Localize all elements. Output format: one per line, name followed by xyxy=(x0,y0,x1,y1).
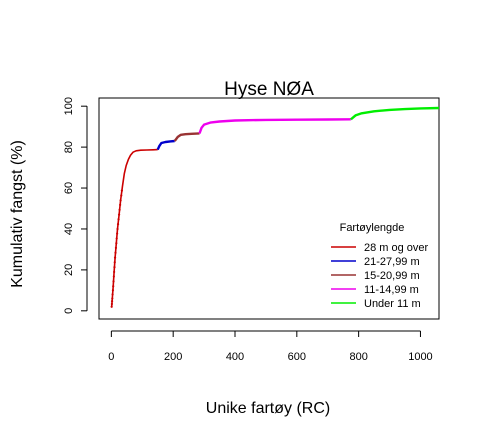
series-point xyxy=(116,222,120,226)
series-point xyxy=(117,213,121,216)
series-line-1 xyxy=(110,148,158,307)
plot-area xyxy=(98,97,440,320)
series-point xyxy=(113,270,116,274)
series-point xyxy=(111,297,114,300)
series-point xyxy=(113,256,117,259)
y-tick-label: 0 xyxy=(63,308,75,314)
legend-label-2: 21-27,99 m xyxy=(364,256,420,268)
x-tick-label: 200 xyxy=(164,351,182,363)
series-point xyxy=(117,218,120,221)
series-point xyxy=(112,285,115,288)
series-point xyxy=(110,300,114,303)
legend-label-4: 11-14,99 m xyxy=(364,284,419,296)
series-point xyxy=(118,208,121,211)
legend-label-1: 28 m og over xyxy=(364,242,429,254)
series-line-3 xyxy=(173,132,200,142)
series-point xyxy=(116,232,119,235)
series-group xyxy=(110,106,439,308)
series-line-5 xyxy=(350,106,439,121)
series-point xyxy=(120,189,123,192)
chart-title: Hyse NØA xyxy=(224,79,314,100)
x-tick-label: 1000 xyxy=(408,351,432,363)
x-axis-title: Unike fartøy (RC) xyxy=(206,400,330,417)
plot-border xyxy=(98,97,440,320)
y-tick-label: 100 xyxy=(63,97,75,115)
series-point xyxy=(113,261,116,264)
x-tick-label: 600 xyxy=(288,351,306,363)
series-point xyxy=(110,302,113,306)
x-axis: 0 200 400 600 800 1000 xyxy=(108,330,433,363)
series-point xyxy=(120,194,123,197)
series-point xyxy=(113,265,116,269)
series-point xyxy=(110,305,113,308)
y-axis-title: Kumulativ fangst (%) xyxy=(9,140,26,288)
series-point xyxy=(112,275,115,278)
series-point xyxy=(119,199,122,202)
legend-label-5: Under 11 m xyxy=(364,298,421,310)
y-axis: 0 20 40 60 80 100 xyxy=(63,97,88,314)
series-point xyxy=(115,242,118,245)
y-tick-label: 60 xyxy=(63,182,75,194)
legend-title: Fartøylengde xyxy=(340,222,405,234)
x-tick-label: 800 xyxy=(349,351,367,363)
legend: Fartøylengde 28 m og over 21-27,99 m 15-20… xyxy=(331,222,429,310)
y-tick-label: 40 xyxy=(63,223,75,235)
series-line-4 xyxy=(198,118,351,134)
series-point xyxy=(111,289,115,292)
y-tick-label: 80 xyxy=(63,141,75,153)
x-tick-label: 0 xyxy=(108,351,114,363)
series-point xyxy=(114,251,117,254)
series-point xyxy=(119,203,122,206)
series-line-2 xyxy=(156,139,175,151)
x-tick-label: 400 xyxy=(226,351,244,363)
series-point xyxy=(111,293,114,296)
y-tick-label: 20 xyxy=(63,264,75,276)
series-point xyxy=(114,246,118,249)
series-point xyxy=(112,280,115,283)
series-point xyxy=(115,237,118,240)
legend-label-3: 15-20,99 m xyxy=(364,270,420,282)
series-point xyxy=(116,227,119,231)
